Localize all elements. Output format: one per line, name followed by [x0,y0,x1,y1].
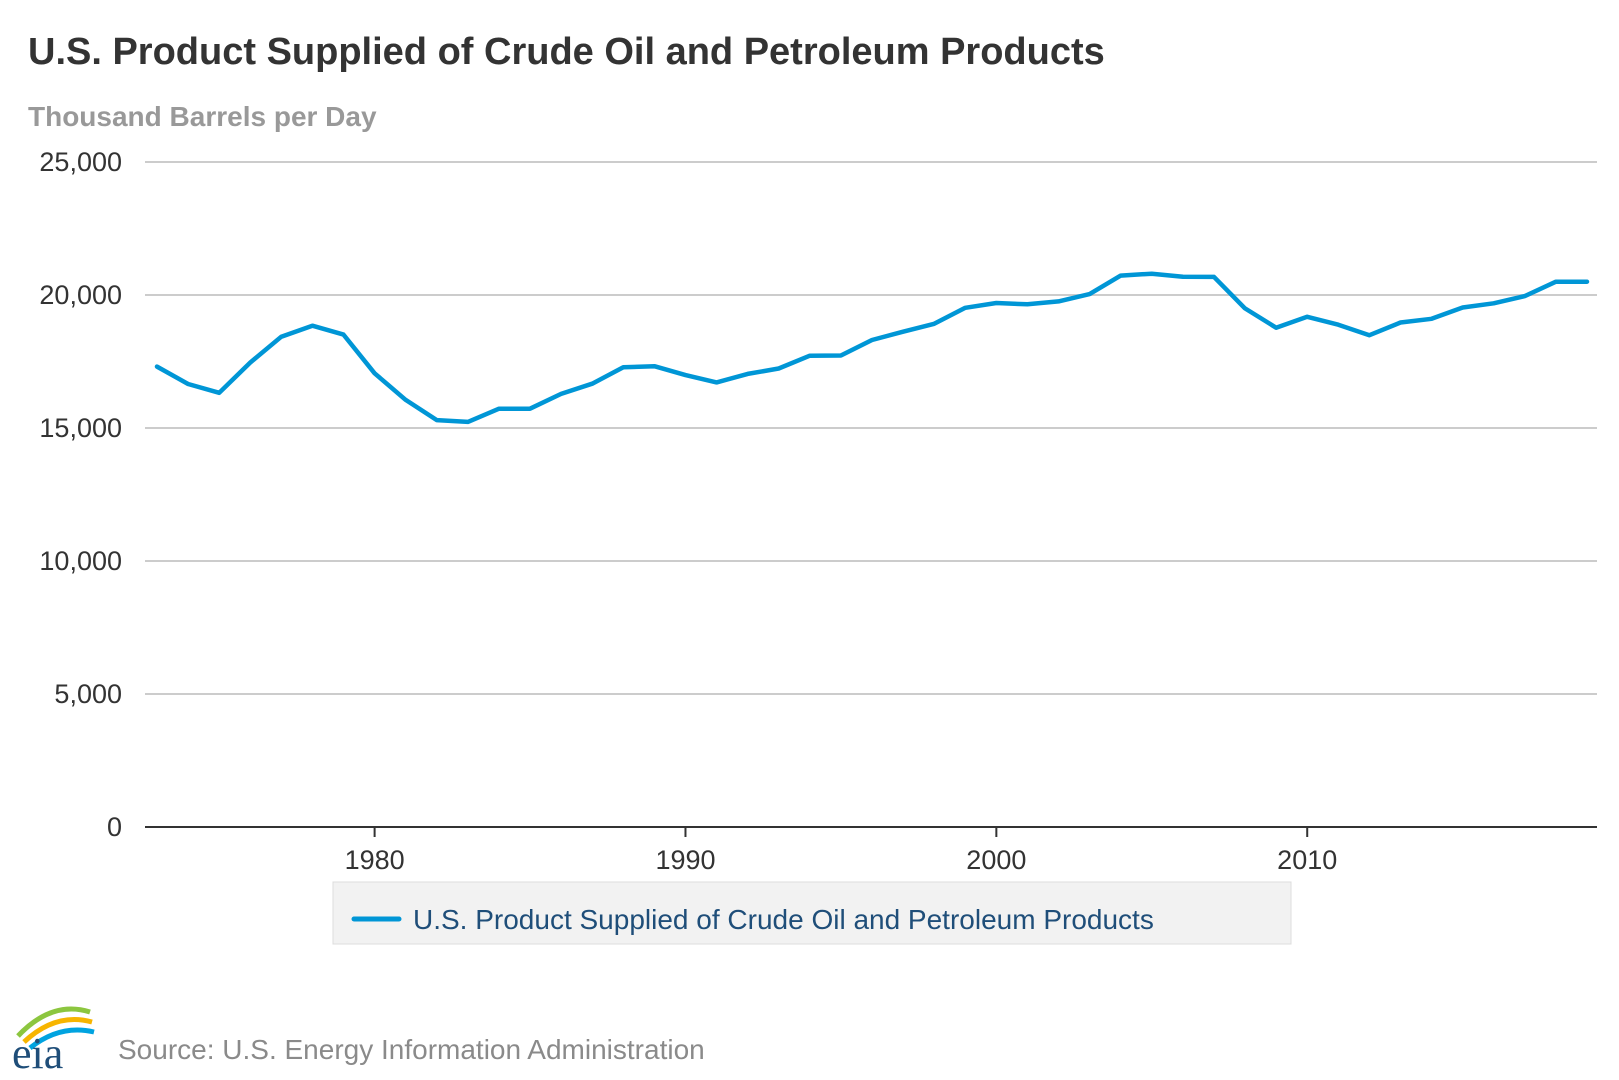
legend-box [332,881,1292,945]
x-tick-label: 1990 [655,845,715,875]
logo-arc-green [16,1006,91,1038]
series-line[interactable] [154,271,1590,425]
eia-logo[interactable]: eia [12,1006,95,1078]
logo-wordmark: eia [12,1029,63,1078]
x-axis: 1980 1990 2000 2010 [145,826,1597,875]
x-tick-label: 2000 [966,845,1026,875]
logo-arc-blue [28,1027,95,1050]
gridlines [145,161,1597,695]
y-tick-label: 25,000 [39,147,122,177]
legend-label: U.S. Product Supplied of Crude Oil and P… [413,904,1154,935]
logo-arc-yellow [22,1017,93,1044]
y-tick-label: 20,000 [39,280,122,310]
source-text: Source: U.S. Energy Information Administ… [118,1034,705,1065]
chart-subtitle: Thousand Barrels per Day [28,101,377,132]
y-tick-label: 15,000 [39,413,122,443]
legend[interactable]: U.S. Product Supplied of Crude Oil and P… [332,881,1292,945]
x-tick-label: 2010 [1277,845,1337,875]
chart-title: U.S. Product Supplied of Crude Oil and P… [28,31,1105,73]
y-axis-ticks: 0 5,000 10,000 15,000 20,000 25,000 [39,147,122,842]
y-tick-label: 5,000 [54,679,122,709]
series-group [154,271,1590,425]
y-tick-label: 10,000 [39,546,122,576]
x-tick-label: 1980 [345,845,405,875]
y-tick-label: 0 [107,812,122,842]
